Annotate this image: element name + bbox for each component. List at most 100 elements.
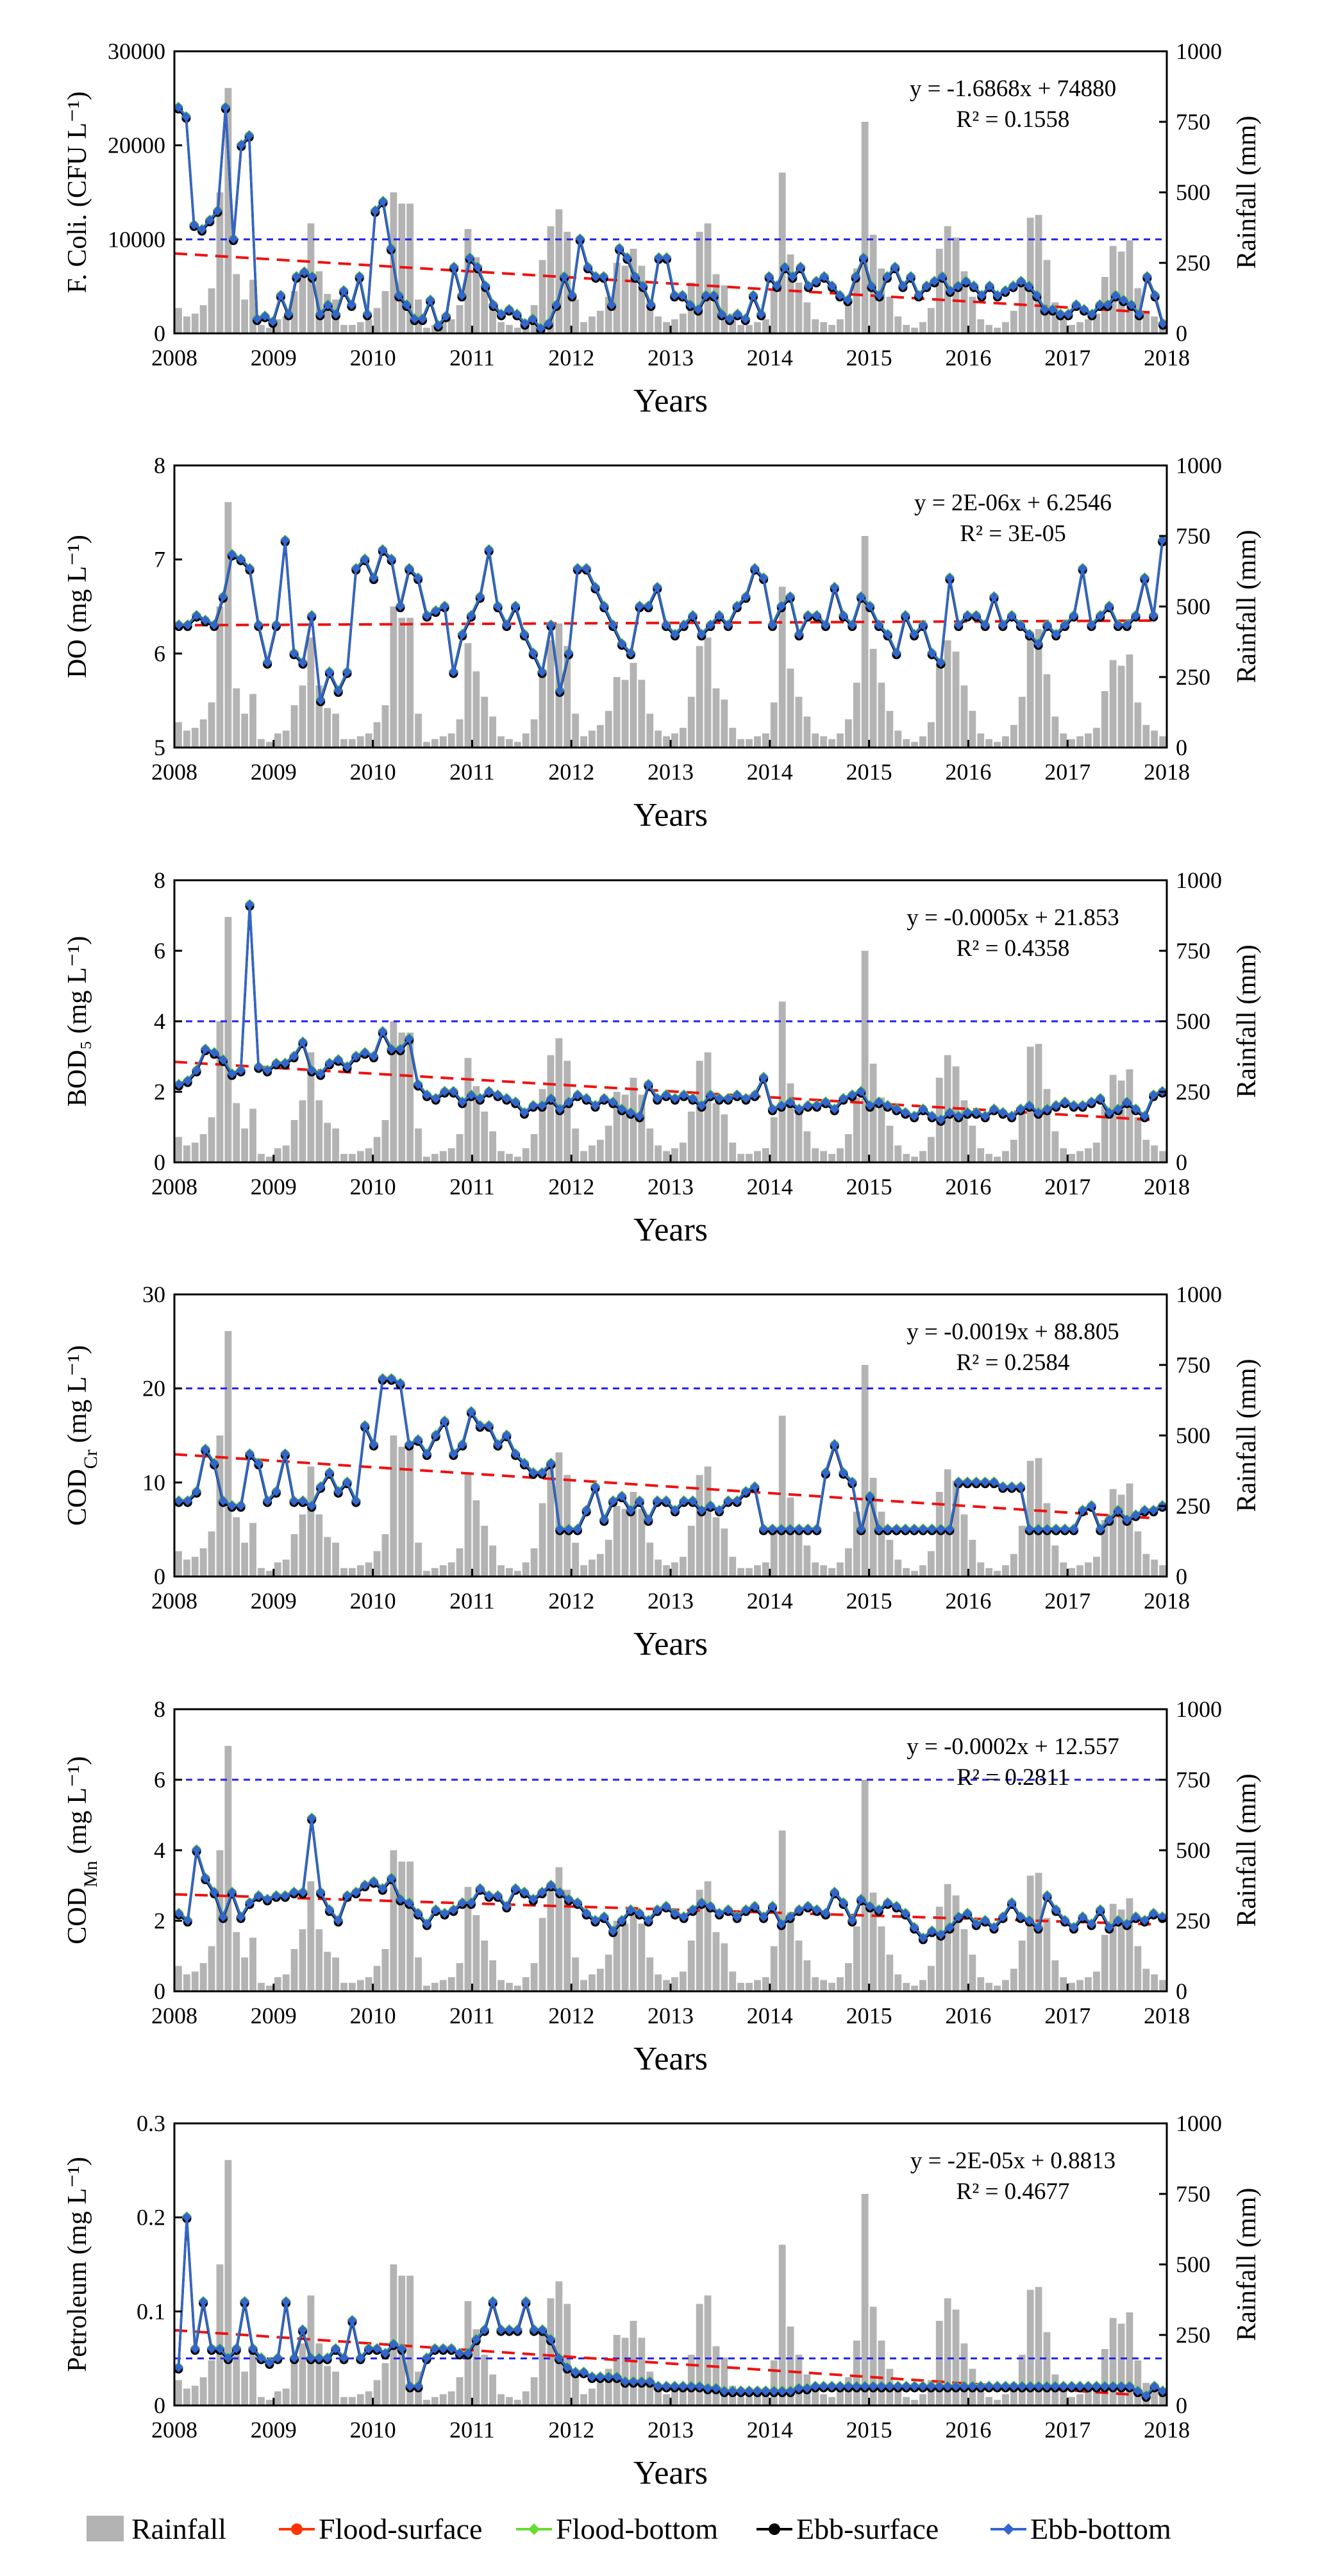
series-point — [989, 1104, 999, 1114]
rainfall-bar — [348, 1568, 356, 1577]
y2-axis-label: Rainfall (mm) — [1232, 115, 1262, 269]
rainfall-bar — [837, 1148, 844, 1162]
rainfall-bar — [911, 742, 918, 748]
rainfall-bar — [199, 1134, 207, 1162]
rainfall-bar — [671, 1977, 678, 1991]
series-ebb-surface — [174, 2214, 1167, 2402]
rainfall-bar — [621, 1094, 629, 1162]
rainfall-bar — [927, 308, 935, 333]
series-point — [812, 1524, 822, 1534]
rainfall-bar — [539, 1503, 546, 1577]
x-tick-label: 2010 — [350, 2003, 396, 2028]
rainfall-bar — [580, 322, 587, 333]
series-point — [714, 610, 724, 621]
rainfall-bar — [994, 328, 1001, 333]
series-point — [776, 1100, 787, 1110]
rainfall-bar — [497, 1980, 505, 1991]
series-point — [885, 2381, 895, 2391]
rainfall-bar — [1068, 324, 1076, 333]
rainfall-bar — [514, 1986, 521, 1991]
series-point — [463, 2348, 473, 2359]
series-point — [599, 1912, 609, 1922]
rainfall-bar — [911, 328, 918, 333]
series-point — [998, 620, 1008, 630]
rainfall-bar — [919, 1565, 926, 1577]
series-point — [1078, 1912, 1088, 1922]
series-point — [1051, 1905, 1061, 1915]
rainfall-bar — [729, 1142, 737, 1162]
rainfall-bar — [960, 685, 968, 748]
rainfall-bar — [737, 739, 745, 748]
series-point — [272, 2353, 283, 2363]
series-point — [289, 2353, 299, 2363]
rainfall-bar — [737, 2396, 745, 2405]
x-tick-label: 2011 — [449, 2003, 495, 2028]
series-point — [496, 2325, 506, 2335]
rainfall-bar — [365, 1148, 372, 1162]
series-point — [1016, 276, 1026, 287]
series-point — [962, 1908, 973, 1918]
series-point — [847, 1915, 857, 1925]
series-flood-bottom — [174, 534, 1167, 705]
rainfall-bar — [927, 722, 935, 748]
rainfall-bar — [721, 1528, 728, 1577]
series-point — [342, 1891, 353, 1901]
x-tick-label: 2013 — [648, 1174, 694, 1200]
rainfall-bar — [497, 322, 505, 333]
x-tick-label: 2012 — [548, 345, 594, 371]
series-point — [688, 1496, 698, 1506]
rainfall-bar — [795, 1525, 803, 1577]
series-point — [635, 1908, 645, 1918]
series-point — [1122, 1919, 1132, 1929]
series-point — [413, 1908, 423, 1918]
y2-tick-label: 750 — [1176, 523, 1210, 549]
rainfall-bar — [663, 1565, 670, 1577]
series-point — [573, 564, 583, 574]
series-flood-surface — [174, 2212, 1167, 2401]
rainfall-bar — [1026, 1460, 1034, 1577]
y2-tick-label: 1000 — [1176, 1696, 1222, 1722]
rainfall-bar — [249, 2352, 256, 2405]
series-point — [599, 1093, 609, 1103]
series-point — [528, 648, 539, 658]
rainfall-bar — [249, 1523, 256, 1577]
series-point — [324, 1058, 335, 1068]
trend-equation: y = 2E-06x + 6.2546 — [914, 490, 1112, 516]
y-tick-label: 20 — [142, 1376, 165, 1401]
series-point — [1133, 2386, 1143, 2396]
series-point — [812, 1100, 822, 1110]
rainfall-bar — [183, 1145, 190, 1162]
rainfall-bar — [828, 2396, 835, 2405]
series-point — [551, 299, 562, 310]
series-point — [370, 206, 380, 216]
rainfall-bar — [762, 2391, 769, 2405]
rainfall-bar — [307, 2295, 315, 2405]
series-point — [953, 1912, 964, 1922]
series-point — [351, 1051, 361, 1061]
rainfall-bar — [332, 1128, 339, 1162]
rainfall-bar — [630, 1907, 637, 1991]
rainfall-bar — [233, 1932, 240, 1991]
rainfall-bar — [274, 1148, 281, 1162]
x-tick-label: 2008 — [151, 1174, 197, 1200]
series-point — [891, 1104, 901, 1114]
rainfall-bar — [1035, 2287, 1042, 2405]
rainfall-bar — [564, 646, 571, 748]
rainfall-bar — [919, 2394, 926, 2405]
series-point — [701, 290, 711, 301]
series-point — [333, 1055, 344, 1065]
series-point — [909, 629, 919, 639]
series-point — [1025, 2381, 1035, 2391]
series-point — [236, 1912, 246, 1922]
series-point — [839, 1898, 849, 1908]
rainfall-bar — [853, 1097, 860, 1162]
rainfall-bar — [878, 682, 885, 748]
series-point — [670, 1908, 680, 1918]
series-point — [1134, 309, 1144, 319]
series-point — [457, 1898, 467, 1908]
rainfall-bar — [183, 730, 190, 748]
rainfall-bar — [547, 226, 555, 333]
rainfall-bar — [944, 226, 951, 333]
series-point — [512, 2325, 522, 2335]
rainfall-bar — [969, 1954, 976, 1991]
